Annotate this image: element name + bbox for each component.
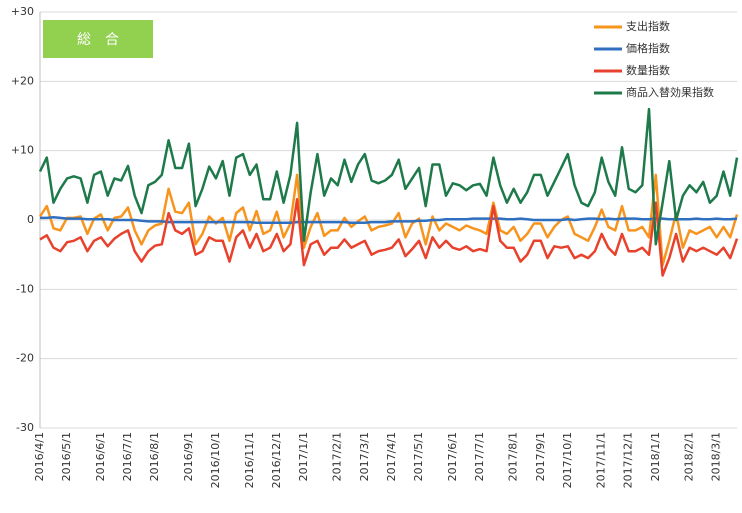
- x-tick-label: 2016/4/1: [33, 432, 46, 481]
- x-tick-label: 2017/10/1: [561, 432, 574, 488]
- x-tick-label: 2016/7/1: [121, 432, 134, 481]
- x-tick-label: 2016/5/1: [60, 432, 73, 481]
- y-tick-label: +20: [11, 74, 34, 87]
- x-tick-label: 2018/2/1: [683, 432, 696, 481]
- legend-label: 商品入替効果指数: [626, 85, 714, 99]
- y-tick-label: +10: [11, 144, 34, 157]
- legend-label: 支出指数: [626, 19, 670, 33]
- x-tick-label: 2017/4/1: [385, 432, 398, 481]
- x-tick-label: 2017/6/1: [446, 432, 459, 481]
- x-tick-label: 2017/11/1: [595, 432, 608, 488]
- x-tick-label: 2016/6/1: [94, 432, 107, 481]
- x-tick-label: 2018/3/1: [710, 432, 723, 481]
- series-line: [40, 215, 738, 225]
- x-tick-label: 2017/5/1: [412, 432, 425, 481]
- series-line: [38, 107, 739, 246]
- x-tick-label: 2017/9/1: [534, 432, 547, 481]
- x-tick-label: 2017/7/1: [473, 432, 486, 481]
- y-tick-label: +30: [11, 5, 34, 18]
- x-tick-label: 2016/9/1: [182, 432, 195, 481]
- x-tick-label: 2017/8/1: [507, 432, 520, 481]
- x-tick-label: 2016/8/1: [148, 432, 161, 481]
- title-box: [43, 20, 153, 58]
- legend-label: 価格指数: [626, 41, 670, 55]
- legend-label: 数量指数: [626, 63, 670, 77]
- y-tick-label: -30: [16, 421, 34, 434]
- x-tick-label: 2017/12/1: [622, 432, 635, 488]
- series-line: [39, 197, 739, 277]
- y-tick-label: -10: [16, 282, 34, 295]
- y-tick-label: -20: [16, 352, 34, 365]
- x-tick-label: 2017/3/1: [358, 432, 371, 481]
- x-tick-label: 2017/1/1: [297, 432, 310, 481]
- chart-title: 総 合: [77, 32, 119, 48]
- series-line: [38, 173, 739, 267]
- x-tick-label: 2018/1/1: [649, 432, 662, 481]
- x-tick-label: 2017/2/1: [331, 432, 344, 481]
- x-tick-label: 2016/12/1: [270, 432, 283, 488]
- x-tick-label: 2016/11/1: [243, 432, 256, 488]
- x-tick-label: 2016/10/1: [209, 432, 222, 488]
- y-tick-label: 0: [27, 213, 34, 226]
